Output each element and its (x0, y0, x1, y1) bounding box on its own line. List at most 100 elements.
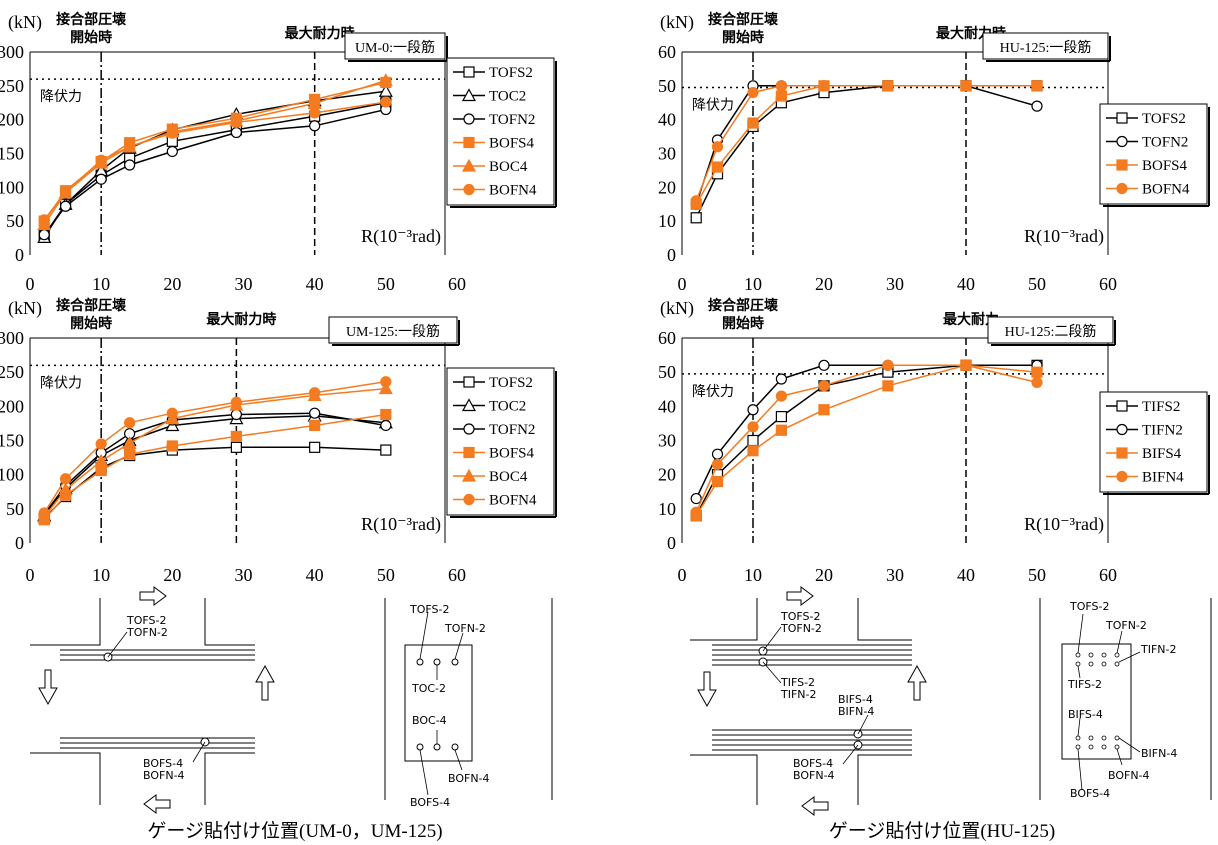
annotation-label: 開始時 (722, 29, 764, 46)
y-tick-label: 300 (0, 328, 24, 348)
data-point (775, 424, 788, 436)
y-tick-label: 40 (658, 110, 676, 130)
series-line (695, 364, 1038, 513)
data-point (230, 126, 242, 139)
data-point (775, 410, 788, 423)
x-tick-label: 50 (1028, 274, 1046, 294)
data-point (711, 161, 724, 173)
beam-top (690, 598, 912, 666)
data-point (124, 417, 136, 429)
chart-1: 0 10 20 30 40 50 60 0 10 20 30 40 50 60 (kN) R(10⁻³rad)… (658, 11, 1210, 294)
legend-marker (1116, 182, 1128, 195)
data-point (95, 438, 107, 450)
legend-entry: BOFN4 (489, 183, 537, 199)
series-line (43, 415, 386, 517)
y-tick-label: 50 (658, 362, 676, 382)
x-tick-label: 0 (678, 274, 687, 294)
x-tick-label: 0 (678, 565, 687, 585)
legend-marker (1116, 135, 1128, 148)
y-tick-label: 100 (0, 177, 24, 197)
legend-marker (463, 113, 475, 125)
section-label: TOFS-2 (1069, 600, 1109, 613)
x-tick-label: 30 (886, 274, 904, 294)
legend-marker (1116, 447, 1128, 459)
legend-marker (463, 136, 475, 149)
section-label: BIFS-4 (1068, 708, 1103, 721)
series-line (43, 387, 386, 518)
arrow-up-icon (907, 664, 927, 701)
legend-marker (1116, 400, 1128, 412)
data-point (309, 441, 321, 453)
annotation-label: 最大耐力時 (206, 311, 276, 328)
yield-label: 降伏力 (40, 89, 82, 105)
gauge-label: BOFS-4 (793, 757, 833, 770)
series-line (43, 81, 386, 222)
data-point (1031, 80, 1043, 92)
y-tick-label: 150 (0, 144, 24, 164)
annotation-label: 接合部圧壊 (56, 297, 127, 314)
x-axis-label: R(10⁻³rad) (1024, 514, 1104, 535)
legend-entry: TOFS2 (489, 65, 533, 81)
x-tick-label: 50 (1028, 565, 1046, 585)
chart-title-box (987, 316, 1114, 344)
series-line (695, 364, 1037, 517)
series-BOC4 (37, 381, 393, 523)
x-tick-label: 60 (1099, 565, 1117, 585)
gauge-label: BIFS-4 (838, 693, 873, 706)
data-point (309, 120, 321, 132)
data-point (747, 434, 759, 447)
legend-marker (463, 423, 475, 435)
data-point (166, 127, 178, 139)
data-point (711, 448, 724, 460)
legend-entry: BIFS4 (1142, 446, 1182, 462)
data-point (378, 83, 393, 97)
beam-bottom (30, 737, 255, 805)
data-point (960, 80, 972, 92)
x-tick-label: 40 (957, 565, 975, 585)
gauge-label: TOFS-2 (126, 614, 166, 627)
data-point (690, 195, 702, 207)
gauge-diagram-hu: TOFS-2 TOFN-2 TIFS-2 TIFN-2 BIFS-4 BIFN-… (690, 586, 1212, 842)
data-point (166, 407, 178, 419)
data-point (58, 482, 73, 496)
gauge-label: TIFS-2 (780, 676, 815, 689)
data-point (94, 453, 109, 467)
series-TIFS2 (690, 359, 1043, 522)
legend-entry: BOFS4 (489, 136, 535, 152)
series-BOFN4 (38, 96, 392, 226)
x-axis-label: R(10⁻³rad) (361, 226, 441, 247)
diagram-caption: ゲージ貼付け位置(UM-0，UM-125) (147, 820, 442, 842)
y-tick-label: 10 (658, 211, 676, 231)
legend-marker (1116, 112, 1128, 124)
section-label: TOFN-2 (444, 622, 486, 635)
y-tick-label: 10 (658, 499, 676, 519)
gauge-diagram-um: TOFS-2 TOFN-2 BOFS-4 BOFN-4 TOFS-2 TOFN-… (30, 586, 553, 842)
data-point (95, 173, 107, 185)
x-tick-label: 60 (1099, 274, 1117, 294)
data-point (775, 390, 788, 402)
data-point (38, 214, 50, 226)
legend-entry: BIFN4 (1142, 470, 1184, 486)
data-point (166, 440, 178, 452)
series-line (43, 102, 386, 236)
x-tick-label: 0 (26, 274, 35, 294)
y-tick-label: 30 (658, 144, 676, 164)
series-BOFS4 (38, 76, 392, 227)
chart-title-box (328, 316, 458, 344)
legend-entry: TOFN2 (1142, 135, 1188, 151)
series-BOFS4 (38, 408, 392, 526)
data-point (380, 376, 392, 388)
x-tick-label: 20 (163, 565, 181, 585)
gauge-label: BOFN-4 (793, 769, 835, 782)
series-BIFS4 (690, 359, 1043, 522)
data-point (690, 492, 702, 505)
x-axis-label: R(10⁻³rad) (1024, 226, 1104, 247)
data-point (380, 419, 392, 432)
x-tick-label: 30 (235, 274, 253, 294)
data-point (775, 90, 788, 102)
data-point (230, 396, 242, 408)
section-label: TIFS-2 (1067, 678, 1102, 691)
chart-3: 0 10 20 30 40 50 60 0 10 20 30 40 50 60 (kN) R(10⁻³rad)… (658, 297, 1210, 585)
series-TOFS2 (38, 441, 392, 525)
data-point (882, 380, 894, 392)
